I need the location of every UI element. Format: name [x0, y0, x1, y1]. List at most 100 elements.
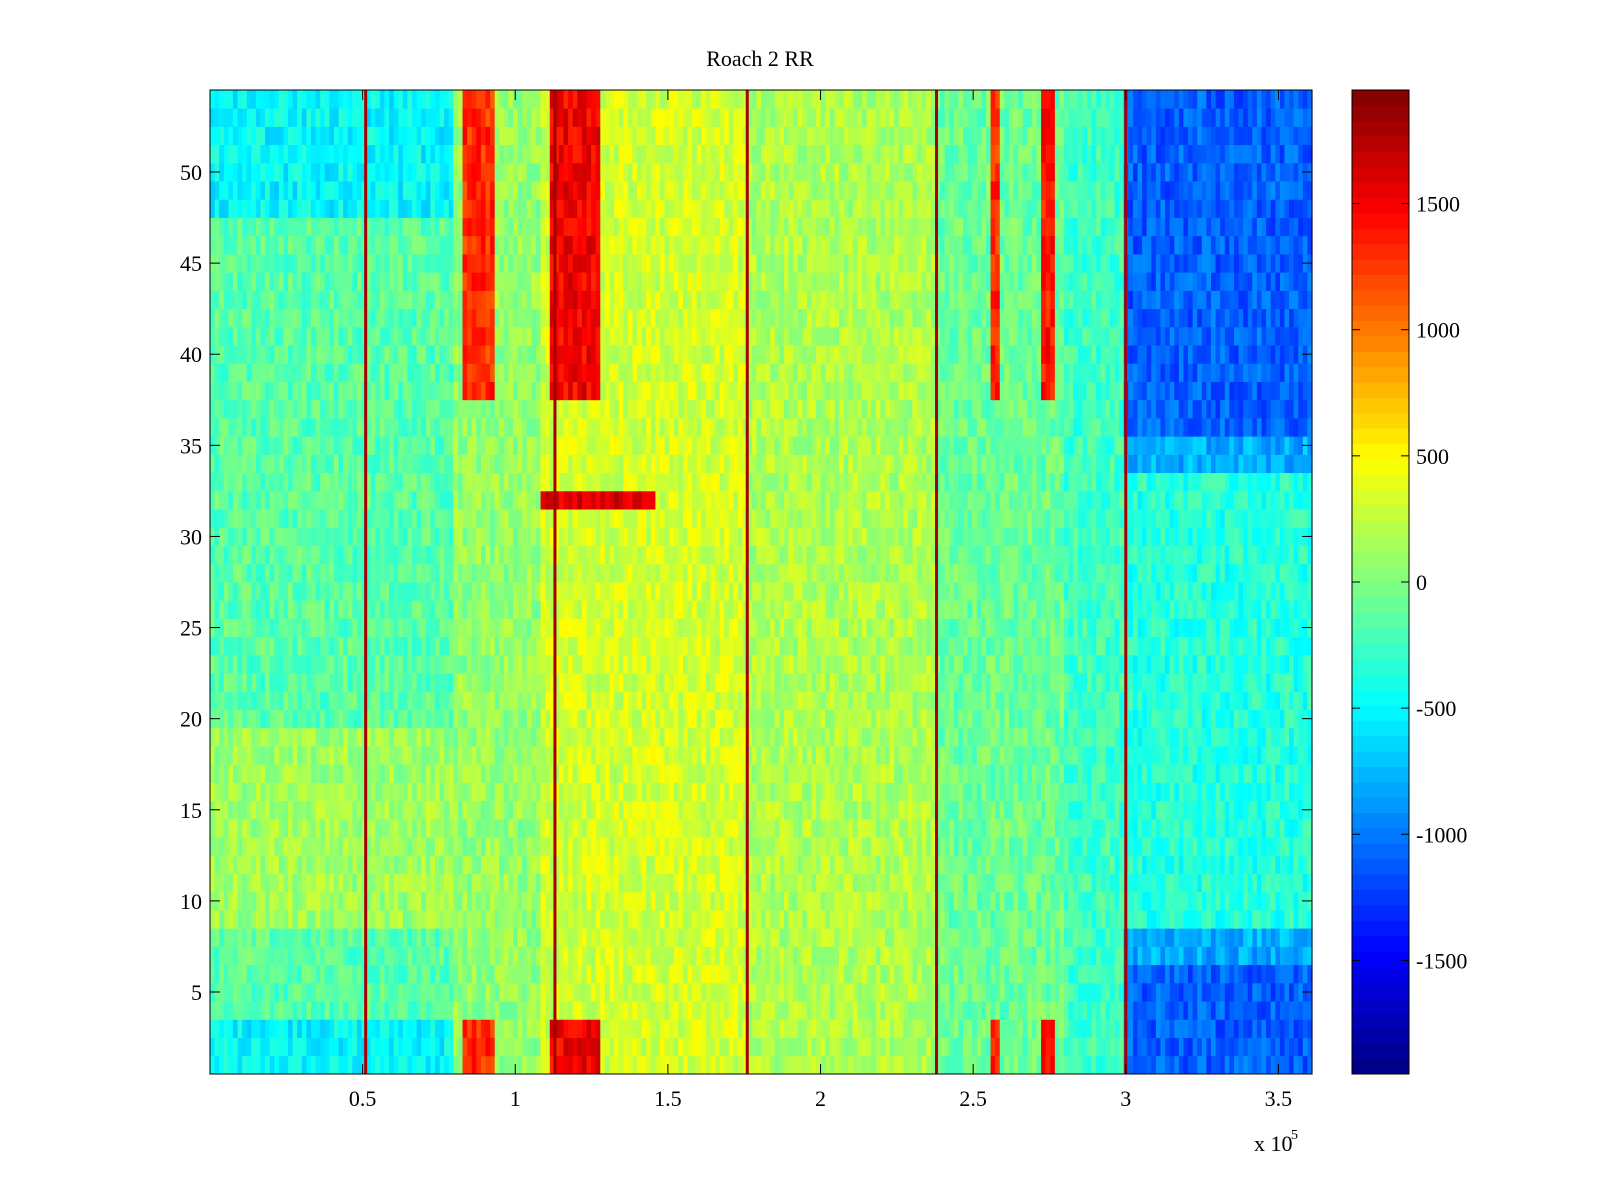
heatmap-cell [1146, 928, 1152, 947]
heatmap-cell [568, 1055, 574, 1075]
heatmap-cell [774, 964, 780, 984]
heatmap-cell [618, 1055, 624, 1075]
heatmap-cell [242, 727, 248, 747]
heatmap-cell [1100, 1055, 1106, 1075]
heatmap-cell [375, 764, 381, 783]
heatmap-cell [682, 928, 689, 947]
heatmap-cell [288, 964, 294, 984]
heatmap-cell [301, 982, 308, 1002]
heatmap-cell [1178, 1037, 1185, 1057]
heatmap-cell [384, 873, 390, 893]
heatmap-cell [265, 1037, 271, 1057]
heatmap-cell [549, 891, 555, 911]
heatmap-cell [646, 1055, 652, 1075]
heatmap-cell [1142, 837, 1148, 856]
heatmap-cell [907, 709, 914, 729]
heatmap-cell [421, 691, 427, 710]
heatmap-cell [894, 964, 900, 984]
heatmap-cell [839, 928, 845, 947]
heatmap-cell [1008, 873, 1015, 893]
heatmap-cell [728, 928, 735, 947]
heatmap-cell [352, 782, 358, 802]
heatmap-cell [503, 782, 510, 802]
heatmap-cell [1247, 1037, 1253, 1057]
heatmap-cell [811, 891, 817, 911]
heatmap-cell [1229, 727, 1235, 747]
heatmap-cell [1045, 891, 1051, 911]
heatmap-cell [793, 837, 799, 856]
heatmap-cell [940, 1019, 946, 1038]
heatmap-cell [820, 746, 826, 765]
heatmap-cell [223, 691, 229, 710]
heatmap-cell [963, 891, 969, 911]
heatmap-cell [503, 891, 510, 911]
heatmap-cell [816, 746, 822, 765]
heatmap-cell [839, 818, 845, 838]
heatmap-cell [255, 818, 262, 838]
heatmap-cell [242, 855, 248, 874]
heatmap-cell [669, 709, 675, 729]
heatmap-cell [476, 964, 482, 984]
heatmap-cell [641, 964, 647, 984]
heatmap-cell [641, 709, 647, 729]
heatmap-cell [715, 764, 721, 783]
heatmap-cell [880, 982, 886, 1002]
heatmap-cell [434, 818, 441, 838]
heatmap-cell [1018, 1001, 1024, 1020]
heatmap-cell [494, 1001, 500, 1020]
heatmap-cell [779, 910, 785, 929]
heatmap-cell [724, 709, 730, 729]
heatmap-cell [361, 764, 367, 783]
heatmap-cell [223, 982, 229, 1002]
heatmap-cell [513, 964, 519, 984]
heatmap-cell [453, 709, 459, 729]
heatmap-cell [508, 709, 514, 729]
heatmap-cell [907, 746, 914, 765]
heatmap-cell [862, 746, 868, 765]
heatmap-cell [1298, 964, 1304, 984]
heatmap-cell [623, 727, 629, 747]
heatmap-cell [682, 946, 689, 966]
heatmap-cell [825, 764, 831, 783]
heatmap-cell [283, 1037, 289, 1057]
heatmap-cell [1059, 928, 1065, 947]
heatmap-cell [935, 709, 941, 729]
heatmap-cell [1119, 818, 1125, 838]
heatmap-cell [1151, 910, 1157, 929]
heatmap-cell [806, 727, 813, 747]
heatmap-cell [434, 727, 441, 747]
heatmap-cell [494, 855, 500, 874]
heatmap-cell [609, 1037, 615, 1057]
heatmap-cell [806, 800, 813, 820]
heatmap-cell [985, 746, 992, 765]
heatmap-cell [1004, 782, 1010, 802]
heatmap-cell [214, 782, 220, 802]
heatmap-cell [779, 709, 785, 729]
heatmap-cell [1105, 709, 1111, 729]
heatmap-cell [953, 873, 960, 893]
heatmap-cell [329, 928, 335, 947]
heatmap-cell [1229, 982, 1235, 1002]
heatmap-cell [301, 891, 308, 911]
heatmap-cell [761, 746, 767, 765]
heatmap-cell [1229, 910, 1235, 929]
heatmap-cell [260, 709, 266, 729]
heatmap-cell [710, 818, 716, 838]
heatmap-cell [839, 1055, 845, 1075]
heatmap-cell [880, 727, 886, 747]
heatmap-cell [806, 982, 813, 1002]
heatmap-cell [398, 928, 404, 947]
heatmap-cell [554, 873, 560, 893]
heatmap-cell [1100, 727, 1106, 747]
heatmap-cell [1210, 928, 1217, 947]
heatmap-cell [1183, 855, 1189, 874]
heatmap-cell [554, 1019, 560, 1038]
heatmap-cell [471, 818, 477, 838]
heatmap-cell [1155, 746, 1162, 765]
heatmap-cell [742, 818, 748, 838]
heatmap-cell [1073, 691, 1079, 710]
heatmap-cell [930, 1019, 937, 1038]
heatmap-cell [329, 746, 335, 765]
heatmap-cell [834, 1055, 840, 1075]
heatmap-cell [797, 1055, 803, 1075]
